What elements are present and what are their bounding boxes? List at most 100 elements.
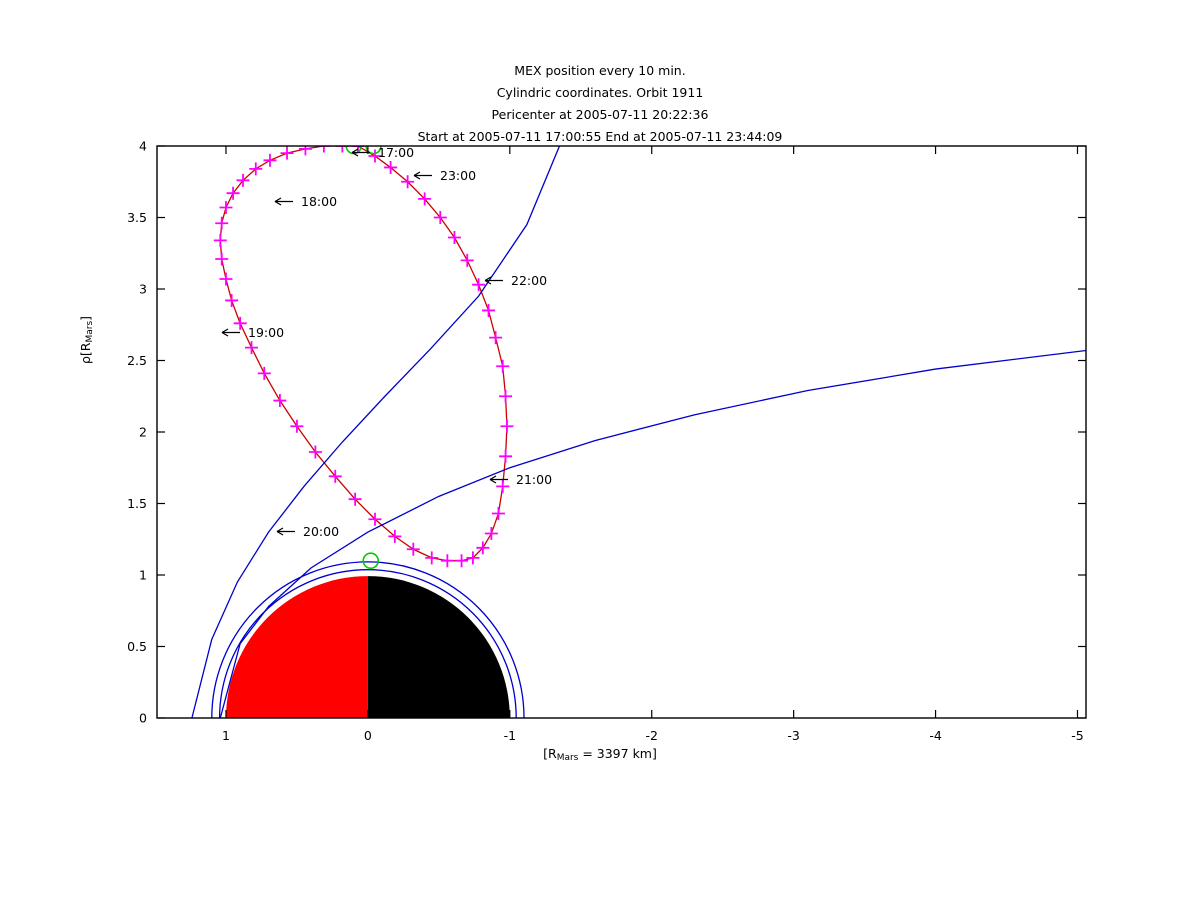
orbit-position-marker <box>484 527 498 541</box>
annotation-arrow-icon <box>351 148 370 157</box>
orbit-position-marker <box>418 192 432 206</box>
mars-dayside <box>225 576 368 718</box>
orbit-position-marker <box>257 366 271 380</box>
orbit-position-marker <box>280 146 294 160</box>
title-line-1: MEX position every 10 min. <box>514 63 686 78</box>
annotation-arrow-icon <box>413 171 432 180</box>
orbit-position-marker <box>499 389 513 403</box>
title-line-3: Pericenter at 2005-07-11 20:22:36 <box>491 107 709 122</box>
time-annotation-label: 17:00 <box>378 145 414 160</box>
orbit-position-marker <box>466 551 480 565</box>
time-annotation-label: 22:00 <box>511 273 547 288</box>
magnetic-pileup-boundary-curve <box>219 349 1086 718</box>
orbit-position-marker <box>225 293 239 307</box>
x-axis-label: [RMars = 3397 km] <box>0 746 1200 763</box>
orbit-position-marker <box>440 554 454 568</box>
orbit-position-marker <box>351 146 365 153</box>
x-axis-label-post: = 3397 km] <box>578 746 657 761</box>
orbit-position-marker <box>401 175 415 189</box>
x-tick-label: -5 <box>1071 728 1083 743</box>
orbit-position-marker <box>472 278 486 292</box>
x-tick-label: -4 <box>929 728 942 743</box>
orbit-marker-group <box>213 146 514 568</box>
annotation-arrow-icon <box>489 475 508 484</box>
y-tick-label: 0 <box>139 711 147 726</box>
orbit-position-marker <box>213 233 227 247</box>
pericenter-marker <box>362 552 380 570</box>
x-tick-label: -1 <box>504 728 516 743</box>
x-tick-label: 0 <box>364 728 372 743</box>
orbit-position-marker <box>499 449 513 463</box>
orbit-position-marker <box>328 469 342 483</box>
time-annotation-label: 20:00 <box>303 524 339 539</box>
apocenter-marker-b <box>365 146 382 155</box>
annotation-arrow-icon <box>276 527 295 536</box>
orbit-position-marker <box>425 551 439 565</box>
orbit-position-marker <box>273 394 287 408</box>
x-axis-label-subscript: Mars <box>556 753 579 763</box>
orbit-position-marker <box>496 359 510 373</box>
time-annotation-label: 18:00 <box>301 194 337 209</box>
plot-frame <box>156 145 1087 719</box>
mars surface shell inner <box>218 569 517 718</box>
orbit-position-marker <box>219 272 233 286</box>
orbit-position-marker <box>433 211 447 224</box>
y-tick-label: 2 <box>139 425 147 440</box>
x-axis-label-pre: [R <box>543 746 557 761</box>
mars-body <box>211 561 525 718</box>
orbit-position-marker <box>219 200 233 214</box>
y-tick-label: 4 <box>139 139 147 154</box>
mars surface shell outer <box>211 561 525 718</box>
annotation-arrow-icon <box>484 276 503 285</box>
orbit-position-marker <box>460 253 474 267</box>
orbit-position-marker <box>215 216 229 230</box>
orbit-position-marker <box>384 160 398 174</box>
orbit-position-marker <box>236 173 250 187</box>
orbit-position-marker <box>489 331 503 345</box>
bow-shock-curve <box>191 146 561 718</box>
y-tick-label: 1 <box>139 568 147 583</box>
y-tick-label: 2.5 <box>127 353 147 368</box>
time-annotation-label: 23:00 <box>440 168 476 183</box>
orbit-position-marker <box>226 186 240 200</box>
orbit-position-marker <box>482 303 496 317</box>
orbit-position-marker <box>335 146 349 153</box>
y-tick-label: 3.5 <box>127 210 147 225</box>
time-annotation-label: 21:00 <box>516 472 552 487</box>
orbit-position-marker <box>215 252 229 266</box>
orbit-position-marker <box>317 146 331 153</box>
orbit-position-marker <box>406 542 420 556</box>
MEX-orbit-track-curve <box>219 146 508 562</box>
orbit-position-marker <box>496 479 510 493</box>
annotation-arrow-icon <box>221 328 240 337</box>
x-tick-label: -3 <box>787 728 799 743</box>
mars-nightside <box>367 576 510 718</box>
annotation-arrow-icon <box>274 197 293 206</box>
orbit-position-marker <box>455 554 469 568</box>
orbit-position-marker <box>500 419 514 433</box>
orbit-position-marker <box>249 162 263 176</box>
orbit-position-marker <box>263 153 277 167</box>
orbit-position-marker <box>298 146 312 156</box>
orbit-position-marker <box>245 341 259 355</box>
orbit-position-marker <box>290 419 304 433</box>
y-tick-label: 1.5 <box>127 496 147 511</box>
orbit-position-marker <box>368 512 382 526</box>
x-tick-label: 1 <box>222 728 230 743</box>
time-annotation-label: 19:00 <box>248 325 284 340</box>
x-tick-label: -2 <box>645 728 657 743</box>
orbit-position-marker <box>491 507 505 521</box>
orbit-position-marker <box>388 529 402 543</box>
orbit-position-marker <box>476 541 490 555</box>
orbit-position-marker <box>348 492 362 506</box>
y-tick-label: 3 <box>139 282 147 297</box>
y-tick-label: 0.5 <box>127 639 147 654</box>
orbit-position-marker <box>368 149 382 163</box>
title-line-4: Start at 2005-07-11 17:00:55 End at 2005… <box>417 129 783 144</box>
title-line-2: Cylindric coordinates. Orbit 1911 <box>496 85 704 100</box>
orbit-position-marker <box>447 231 461 245</box>
orbit-position-marker <box>308 445 322 459</box>
orbit-position-marker <box>233 316 247 330</box>
